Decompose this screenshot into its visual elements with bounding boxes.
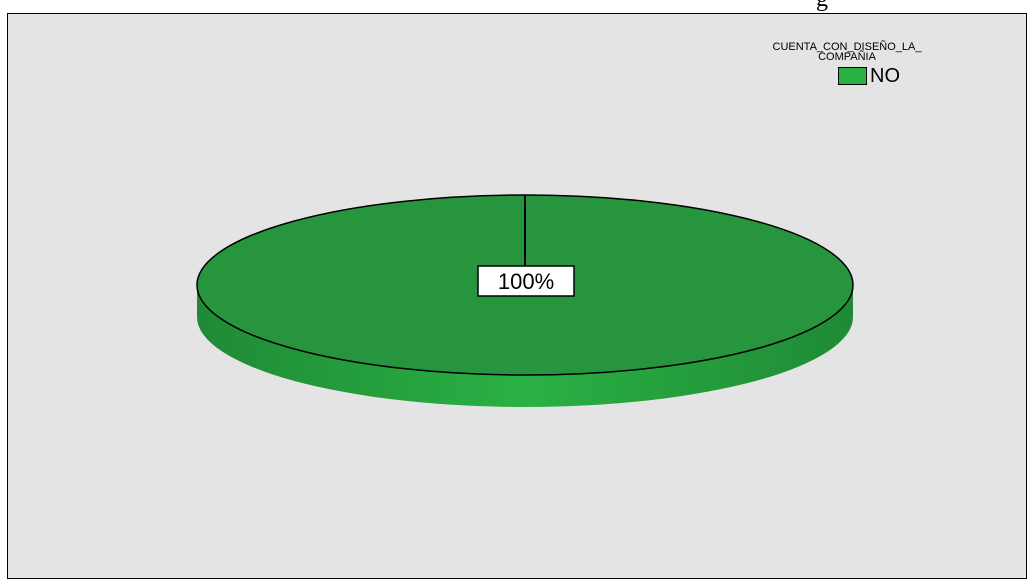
legend-title-line-1: CUENTA_CON_DISEÑO_LA_	[772, 41, 922, 53]
legend-title-line-2: COMPAÑIA	[818, 51, 876, 63]
legend-title: CUENTA_CON_DISEÑO_LA_ COMPAÑIA	[722, 41, 972, 63]
page-top-text-fragment: g	[816, 0, 828, 13]
pie-slice-side-no	[197, 285, 853, 407]
legend-swatch-no	[838, 67, 867, 85]
legend-entry-no: NO	[766, 66, 972, 86]
data-label-no: 100%	[498, 269, 554, 294]
legend-label-no: NO	[870, 65, 900, 87]
chart-legend: CUENTA_CON_DISEÑO_LA_ COMPAÑIA NO	[722, 41, 972, 87]
data-label-box-no	[477, 265, 575, 297]
